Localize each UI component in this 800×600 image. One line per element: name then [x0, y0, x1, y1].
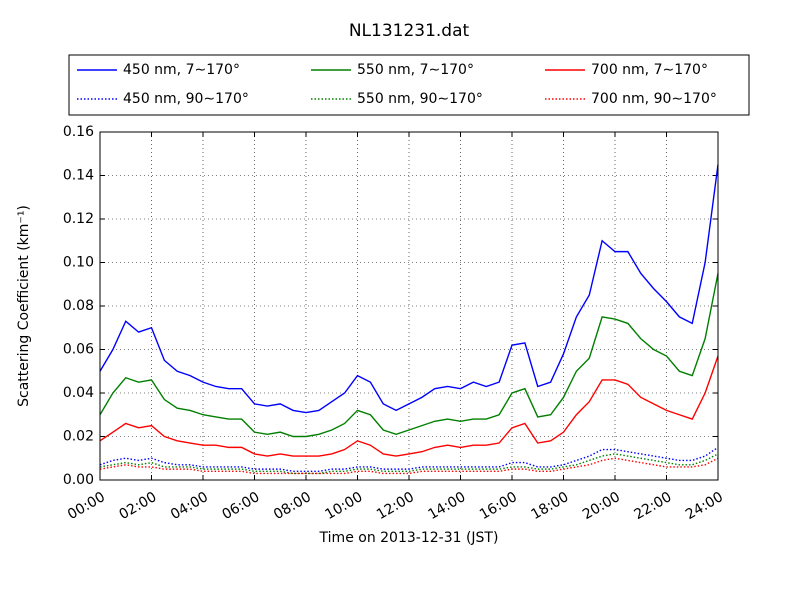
- legend-label: 700 nm, 7∼170°: [591, 62, 708, 78]
- y-tick-label: 0.02: [63, 429, 94, 445]
- chart-title: NL131231.dat: [349, 21, 470, 41]
- x-axis-label: Time on 2013-12-31 (JST): [319, 530, 499, 546]
- line: [99, 164, 719, 414]
- line: [99, 457, 719, 475]
- line: [99, 446, 719, 472]
- line: [99, 453, 719, 475]
- y-tick-label: 0.16: [63, 124, 94, 140]
- legend-label: 550 nm, 7∼170°: [357, 62, 474, 78]
- line: [99, 355, 719, 457]
- y-tick-label: 0.08: [63, 298, 94, 314]
- plot-frame: [99, 131, 719, 481]
- y-tick-label: 0.14: [63, 168, 94, 184]
- y-tick-label: 0.00: [63, 472, 94, 488]
- y-axis-label: Scattering Coefficient (km⁻¹): [16, 205, 32, 407]
- y-tick-label: 0.12: [63, 211, 94, 227]
- line: [99, 273, 719, 438]
- legend-label: 700 nm, 90∼170°: [591, 91, 717, 107]
- y-tick-label: 0.04: [63, 385, 94, 401]
- legend-box: [68, 54, 750, 116]
- y-tick-label: 0.06: [63, 342, 94, 358]
- legend-label: 450 nm, 7∼170°: [123, 62, 240, 78]
- legend-label: 450 nm, 90∼170°: [123, 91, 249, 107]
- legend-label: 550 nm, 90∼170°: [357, 91, 483, 107]
- y-tick-label: 0.10: [63, 255, 94, 271]
